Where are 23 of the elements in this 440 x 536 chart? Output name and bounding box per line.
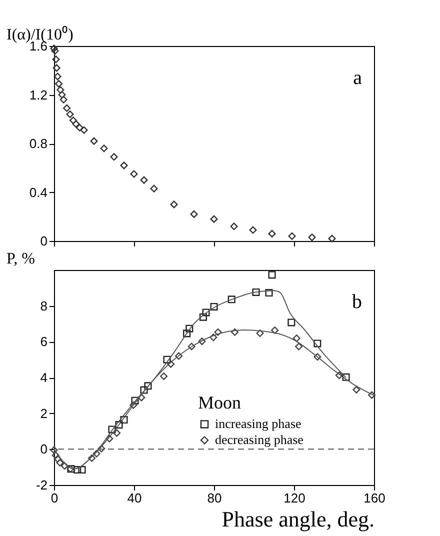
x-tick-label: 40 [127, 490, 142, 506]
x-tick-label: 80 [207, 490, 222, 506]
y-tick-label: 0.4 [29, 184, 48, 200]
x-tick-label: 160 [364, 490, 386, 506]
y-axis-title: I(α)/I(10⁰) [6, 26, 74, 44]
x-tick-label: 0 [50, 490, 58, 506]
y-tick-label: 6 [40, 334, 48, 350]
y-tick-label: 0.8 [29, 136, 48, 151]
x-tick-label: 120 [284, 490, 306, 506]
annotation: b [352, 291, 362, 313]
annotation: a [353, 67, 362, 89]
y-tick-label: 0 [40, 234, 48, 248]
y-tick-label: 1.2 [29, 87, 48, 102]
y-tick-label: 2 [40, 406, 48, 421]
legend-label: increasing phase [215, 416, 302, 432]
y-tick-label: 8 [40, 298, 48, 314]
y-axis-title: P, % [6, 250, 35, 268]
y-tick-label: 0 [40, 442, 48, 457]
legend-label: decreasing phase [215, 432, 304, 448]
y-tick-label: -2 [36, 478, 48, 492]
y-tick-label: 4 [40, 370, 48, 385]
x-axis-title: Phase angle, deg. [222, 506, 374, 532]
legend-title: Moon [198, 392, 242, 413]
